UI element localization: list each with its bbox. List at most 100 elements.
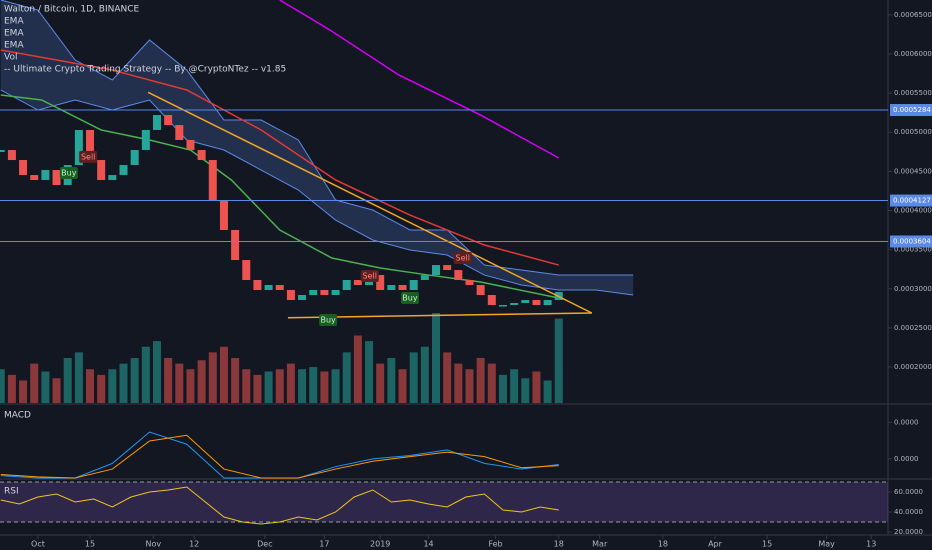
candle (119, 165, 128, 176)
candle (197, 150, 206, 161)
volume-bar (74, 352, 83, 403)
y-tick-label: 0.0003000 (894, 285, 932, 293)
volume-bar (532, 371, 541, 403)
volume-bar (186, 369, 195, 403)
level-label: 0.0005284 (893, 106, 931, 114)
signal-badge (453, 251, 472, 264)
candle (41, 170, 50, 180)
volume-bar (41, 371, 50, 403)
volume-bar (432, 313, 441, 403)
volume-bar (86, 369, 95, 403)
candle (164, 115, 173, 126)
candle (432, 265, 441, 276)
ema-line (0, 94, 559, 299)
y-tick-label: 0.0005000 (894, 128, 932, 136)
volume-bar (119, 363, 128, 403)
volume-bar (376, 363, 385, 403)
volume-bar (521, 378, 530, 403)
candle (476, 284, 485, 296)
volume-bar (409, 352, 418, 403)
volume-bar (454, 363, 463, 403)
candle (264, 284, 273, 291)
candle (309, 290, 318, 296)
y-tick-label: 40.0000 (894, 508, 923, 516)
legend-entry: -- Ultimate Crypto Trading Strategy -- B… (4, 65, 286, 75)
candle (86, 129, 95, 161)
volume-bar (309, 367, 318, 403)
x-tick-label: 17 (319, 540, 329, 549)
signal-label: Buy (61, 169, 77, 178)
candle (208, 160, 217, 201)
volume-bar (197, 360, 206, 403)
candle (331, 290, 340, 296)
x-tick-label: 15 (762, 540, 772, 549)
volume-bar (175, 363, 184, 403)
volume-bar (342, 352, 351, 403)
y-tick-label: 0.0003500 (894, 246, 932, 254)
candle (74, 129, 83, 166)
volume-bar (130, 358, 139, 403)
signal-label: Sell (81, 152, 95, 161)
volume-bar (253, 374, 262, 403)
volume-bar (365, 341, 374, 403)
candle (19, 160, 28, 176)
level-label: 0.0003604 (893, 237, 931, 245)
candle (186, 139, 195, 151)
candle (532, 300, 541, 306)
volume-bar (476, 358, 485, 403)
rsi-line (0, 486, 559, 525)
rsi-band (0, 482, 888, 522)
chart-title: Walton / Bitcoin, 1D, BINANCE (4, 5, 140, 15)
candle (465, 279, 474, 285)
candle (510, 302, 519, 306)
signal-badge (360, 269, 379, 282)
ema-line (279, 0, 560, 159)
signal-badge (400, 291, 419, 304)
candle (219, 200, 228, 230)
volume-bar (7, 374, 16, 403)
volume-bar (97, 374, 106, 403)
ema-line (0, 49, 559, 266)
volume-bar (298, 369, 307, 403)
level-badge (890, 194, 932, 207)
candle (443, 265, 452, 271)
candle (253, 279, 262, 291)
candle (543, 300, 552, 306)
volume-bar (264, 371, 273, 403)
y-tick-label: 0.0000 (894, 455, 919, 463)
x-tick-label: May (818, 540, 835, 549)
cloud-area (0, 0, 634, 296)
volume-bar (275, 369, 284, 403)
volume-bar (420, 346, 429, 403)
y-tick-label: 0.0000 (894, 418, 919, 426)
x-tick-label: Mar (592, 540, 608, 549)
y-tick-label: 0.0005500 (894, 89, 932, 97)
pane-title: MACD (4, 411, 31, 421)
candle (387, 284, 396, 291)
volume-bar (0, 369, 5, 403)
signal-badge (59, 167, 78, 180)
volume-bar (231, 358, 240, 403)
volume-bar (164, 358, 173, 403)
candle (0, 150, 5, 153)
x-tick-label: Nov (145, 540, 161, 549)
candle (286, 290, 295, 301)
x-tick-label: Dec (257, 540, 272, 549)
y-tick-label: 0.0004000 (894, 206, 932, 214)
candle (454, 270, 463, 280)
signal-badge (319, 313, 338, 326)
x-tick-label: Apr (708, 540, 723, 549)
candle (487, 295, 496, 306)
macd-line (0, 434, 559, 479)
volume-bar (554, 318, 563, 403)
legend-entry: EMA (4, 17, 24, 27)
candle (409, 279, 418, 291)
candle (498, 305, 507, 307)
candle (152, 115, 161, 130)
level-badge (890, 235, 932, 248)
candle (231, 229, 240, 261)
y-tick-label: 0.0006000 (894, 50, 932, 58)
legend-entry: Vol (4, 53, 17, 63)
